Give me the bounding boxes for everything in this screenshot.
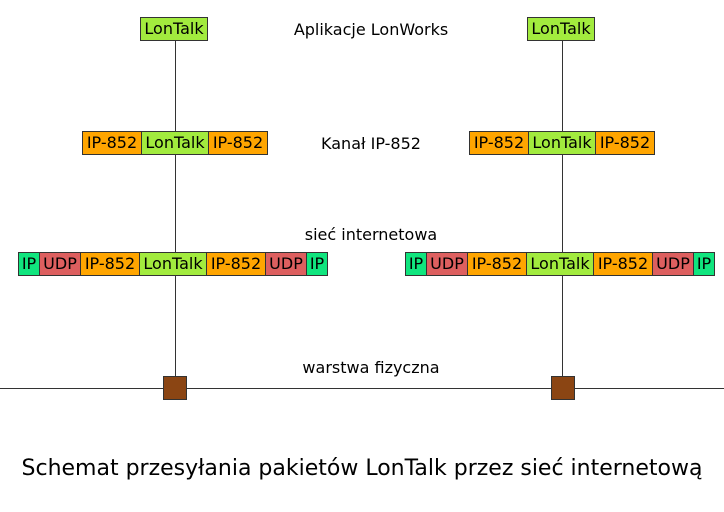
left-application-stack: LonTalk — [140, 17, 208, 41]
ip-block: IP — [18, 252, 40, 276]
ip852-block: IP-852 — [208, 131, 268, 155]
left-internet-stack: IP UDP IP-852 LonTalk IP-852 UDP IP — [18, 252, 328, 276]
physical-layer-label: warstwa fizyczna — [302, 358, 440, 377]
physical-medium-line — [0, 388, 724, 389]
ip852-block: IP-852 — [593, 252, 653, 276]
ip-block: IP — [405, 252, 427, 276]
right-internet-stack: IP UDP IP-852 LonTalk IP-852 UDP IP — [405, 252, 715, 276]
ip-block: IP — [693, 252, 715, 276]
channel-layer-label: Kanał IP-852 — [321, 134, 421, 153]
lontalk-block: LonTalk — [528, 131, 596, 155]
ip852-block: IP-852 — [82, 131, 142, 155]
lontalk-block: LonTalk — [526, 252, 594, 276]
lontalk-block: LonTalk — [139, 252, 207, 276]
right-physical-node — [551, 376, 575, 400]
ip-block: IP — [306, 252, 328, 276]
ip852-block: IP-852 — [80, 252, 140, 276]
diagram-caption: Schemat przesyłania pakietów LonTalk prz… — [21, 456, 703, 481]
right-node-vertical-link — [562, 28, 563, 390]
lontalk-block: LonTalk — [140, 17, 208, 41]
applications-layer-label: Aplikacje LonWorks — [293, 20, 449, 39]
left-channel-stack: IP-852 LonTalk IP-852 — [82, 131, 268, 155]
left-node-vertical-link — [175, 28, 176, 390]
right-application-stack: LonTalk — [527, 17, 595, 41]
internet-layer-label: sieć internetowa — [304, 225, 438, 244]
lontalk-block: LonTalk — [527, 17, 595, 41]
udp-block: UDP — [265, 252, 307, 276]
ip852-block: IP-852 — [206, 252, 266, 276]
udp-block: UDP — [39, 252, 81, 276]
udp-block: UDP — [652, 252, 694, 276]
udp-block: UDP — [426, 252, 468, 276]
ip852-block: IP-852 — [467, 252, 527, 276]
lontalk-block: LonTalk — [141, 131, 209, 155]
left-physical-node — [163, 376, 187, 400]
ip852-block: IP-852 — [595, 131, 655, 155]
ip852-block: IP-852 — [469, 131, 529, 155]
right-channel-stack: IP-852 LonTalk IP-852 — [469, 131, 655, 155]
